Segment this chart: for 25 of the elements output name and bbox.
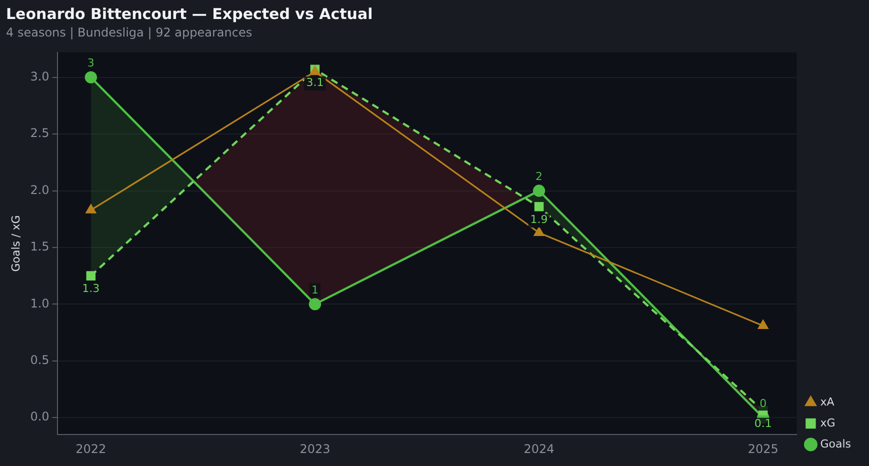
x-tick-label: 2025	[748, 442, 778, 456]
legend-label: xG	[820, 416, 836, 430]
x-tick-label: 2022	[76, 442, 106, 456]
data-label: 0	[760, 396, 767, 410]
chart-subtitle: 4 seasons | Bundesliga | 92 appearances	[6, 25, 252, 40]
legend-label: xA	[820, 395, 835, 408]
y-tick-label: 2.5	[30, 126, 50, 140]
data-label: 1	[311, 284, 318, 297]
y-tick-label: 0.5	[30, 353, 50, 368]
data-label: 3.1	[306, 76, 324, 89]
chart-title: Leonardo Bittencourt — Expected vs Actual	[6, 4, 373, 23]
y-tick-label: 3.0	[30, 69, 50, 84]
y-tick-label: 1.0	[30, 296, 50, 310]
data-label: 1.9	[530, 213, 548, 226]
x-tick-label: 2024	[524, 442, 554, 456]
y-tick-label: 1.5	[30, 240, 50, 254]
y-tick-label: 2.0	[30, 182, 50, 197]
data-label: 1.3	[82, 282, 100, 296]
legend-label: Goals	[820, 437, 852, 450]
data-label: 2	[536, 170, 543, 184]
data-label: 0.1	[754, 417, 772, 430]
y-tick-label: 0.0	[30, 410, 50, 424]
x-tick-label: 2023	[300, 442, 330, 456]
data-label: 3	[87, 56, 94, 70]
y-axis-title: Goals / xG	[9, 215, 22, 272]
